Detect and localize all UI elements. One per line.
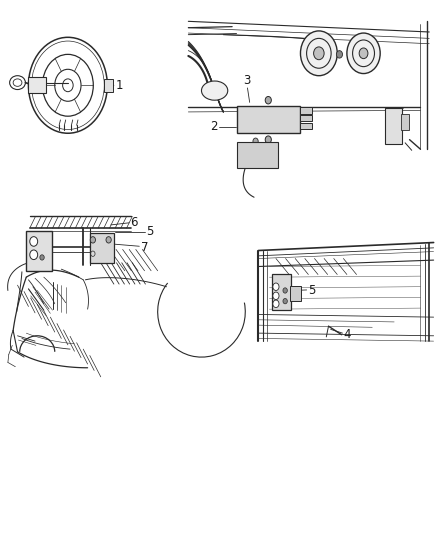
Bar	[237, 142, 278, 168]
Circle shape	[336, 51, 343, 58]
Bar	[300, 115, 312, 122]
Bar	[104, 79, 113, 92]
Circle shape	[30, 250, 38, 260]
Text: 3: 3	[244, 74, 251, 87]
Circle shape	[359, 48, 368, 59]
Text: 5: 5	[146, 225, 153, 238]
Text: 5: 5	[308, 284, 315, 297]
Text: 1: 1	[115, 79, 123, 92]
Bar	[300, 108, 312, 114]
Circle shape	[273, 300, 279, 308]
Circle shape	[283, 288, 287, 293]
Bar	[385, 108, 402, 144]
Circle shape	[283, 298, 287, 304]
Bar	[28, 77, 46, 93]
Ellipse shape	[201, 81, 228, 100]
Bar	[237, 106, 300, 133]
Circle shape	[273, 283, 279, 290]
Circle shape	[265, 136, 271, 143]
Circle shape	[106, 237, 111, 243]
Circle shape	[347, 33, 380, 74]
Circle shape	[300, 31, 337, 76]
Circle shape	[30, 237, 38, 246]
Bar	[300, 123, 312, 129]
Circle shape	[40, 255, 44, 260]
Bar	[26, 231, 52, 271]
Text: 7: 7	[141, 241, 148, 254]
Bar	[272, 274, 291, 310]
Text: 6: 6	[131, 216, 138, 229]
Circle shape	[273, 292, 279, 300]
Bar	[290, 286, 301, 301]
Circle shape	[253, 138, 258, 144]
Circle shape	[314, 47, 324, 60]
Text: 2: 2	[210, 120, 217, 133]
Bar	[90, 233, 114, 263]
Circle shape	[265, 96, 271, 104]
Circle shape	[90, 237, 95, 243]
Bar	[401, 114, 409, 130]
Text: 4: 4	[344, 328, 351, 341]
